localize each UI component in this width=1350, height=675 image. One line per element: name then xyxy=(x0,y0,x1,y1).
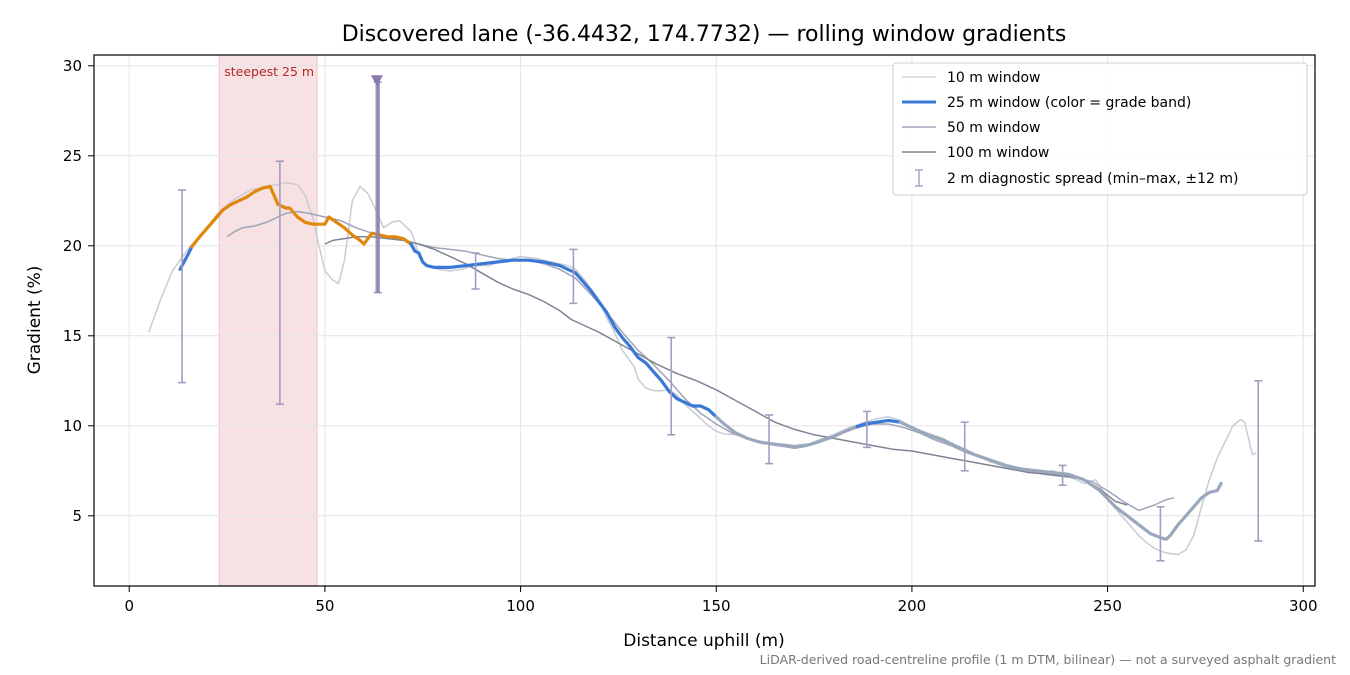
diagnostic-error-bar xyxy=(275,160,284,406)
max-gradient-marker xyxy=(370,75,383,87)
legend-label-25m: 25 m window (color = grade band) xyxy=(947,95,1191,111)
legend-label-50m: 50 m window xyxy=(947,120,1040,136)
legend-label-errorbar: 2 m diagnostic spread (min–max, ±12 m) xyxy=(947,171,1238,187)
steepest-25m-label: steepest 25 m xyxy=(224,64,314,79)
diagnostic-error-bar xyxy=(1058,464,1067,487)
shaded-region-layer: steepest 25 m xyxy=(218,54,318,587)
series-25m-window-gentle-segment xyxy=(714,415,859,449)
legend-label-100m: 100 m window xyxy=(947,145,1049,161)
y-tick-label: 30 xyxy=(63,57,82,75)
legend-swatch-errorbar xyxy=(915,169,923,187)
x-tick-label: 150 xyxy=(702,597,731,615)
legend-label-10m: 10 m window xyxy=(947,70,1040,86)
diagnostic-error-bar xyxy=(960,421,969,472)
diagnostic-error-bar xyxy=(862,410,871,449)
chart-footnote: LiDAR-derived road-centreline profile (1… xyxy=(760,652,1336,667)
diagnostic-error-bar xyxy=(1254,379,1263,542)
series-25m-window-moderate-segment xyxy=(409,242,718,419)
x-tick-label: 200 xyxy=(898,597,927,615)
legend-box xyxy=(892,62,1308,196)
diagnostic-error-bar xyxy=(178,189,187,384)
series-25m-window-moderate-segment xyxy=(855,418,902,429)
diagnostic-error-bar xyxy=(471,252,480,290)
x-tick-label: 300 xyxy=(1289,597,1318,615)
x-tick-label: 0 xyxy=(124,597,134,615)
x-tick-label: 250 xyxy=(1093,597,1122,615)
diagnostic-error-bar xyxy=(667,336,676,436)
axis-ticks: 0 50 100 150 200 250 300 5 10 15 20 25 30 xyxy=(63,57,1318,615)
y-tick-label: 10 xyxy=(63,417,82,435)
steepest-25m-region xyxy=(218,54,318,587)
y-axis-label: Gradient (%) xyxy=(25,266,45,375)
x-tick-label: 50 xyxy=(315,597,334,615)
y-tick-label: 25 xyxy=(63,147,82,165)
plot-frame xyxy=(93,54,1316,587)
diagnostic-error-bar xyxy=(569,248,578,305)
marker-layer xyxy=(370,75,383,293)
y-tick-label: 5 xyxy=(72,507,82,525)
legend: 10 m window 25 m window (color = grade b… xyxy=(892,62,1308,196)
series-25m-window-gentle-segment xyxy=(898,420,1223,541)
y-tick-label: 15 xyxy=(63,327,82,345)
chart-title: Discovered lane (-36.4432, 174.7732) — r… xyxy=(342,22,1067,47)
series-25m-window-steep-segment xyxy=(190,184,413,249)
x-axis-label: Distance uphill (m) xyxy=(623,631,784,651)
diagnostic-error-bar xyxy=(1156,505,1165,562)
series-layer xyxy=(148,182,1257,556)
y-tick-label: 20 xyxy=(63,237,82,255)
diagnostic-error-bar xyxy=(765,414,774,465)
series-100m-window-line xyxy=(324,236,1128,506)
x-tick-label: 100 xyxy=(506,597,535,615)
